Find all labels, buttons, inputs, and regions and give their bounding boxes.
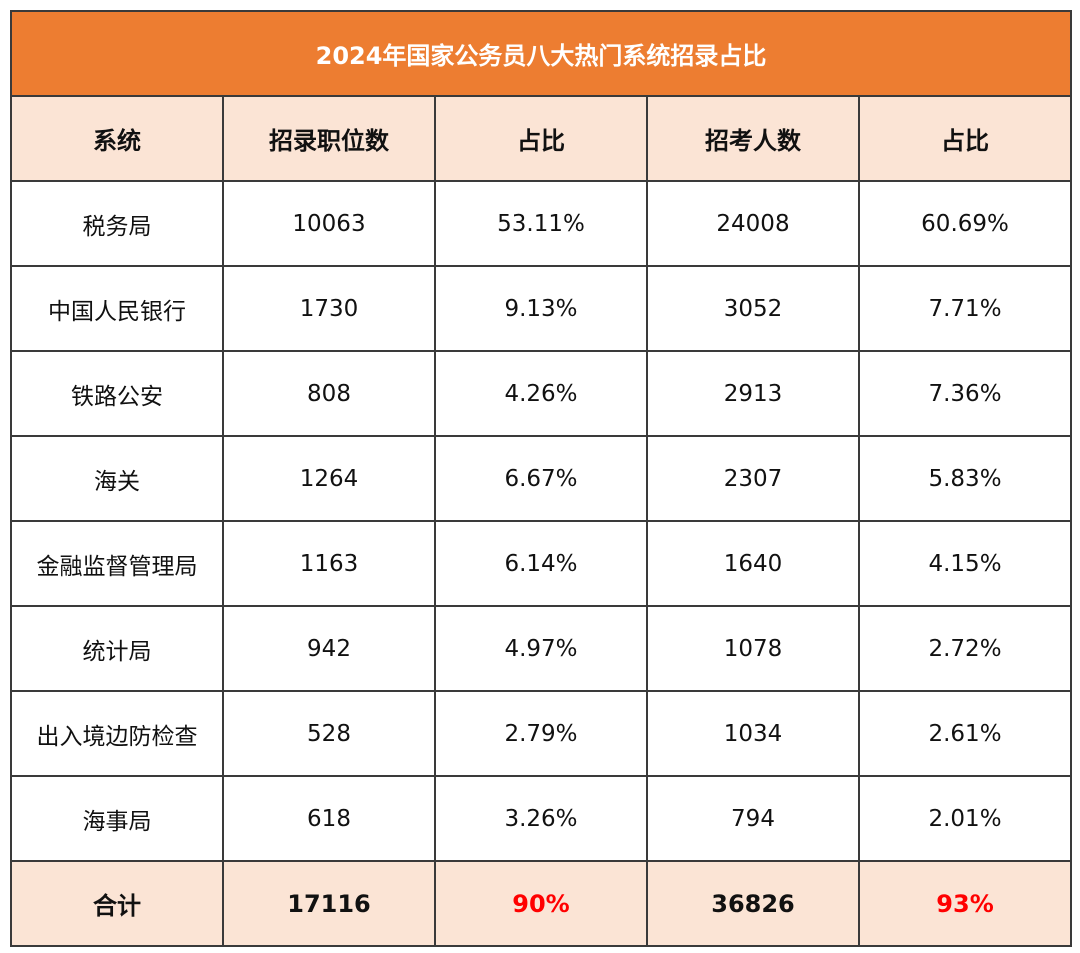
cell-system: 海关 <box>10 435 224 522</box>
cell-applicants: 2913 <box>646 350 860 437</box>
cell-applicants-pct: 60.69% <box>857 180 1073 267</box>
cell-positions: 1163 <box>222 520 436 607</box>
cell-positions: 942 <box>222 605 436 692</box>
cell-applicants-pct: 4.15% <box>857 520 1073 607</box>
cell-positions: 808 <box>222 350 436 437</box>
cell-applicants: 794 <box>646 775 860 862</box>
cell-positions-pct: 53.11% <box>434 180 648 267</box>
cell-positions-pct: 3.26% <box>434 775 648 862</box>
table-row: 金融监督管理局 1163 6.14% 1640 4.15% <box>10 520 1073 607</box>
cell-applicants: 2307 <box>646 435 860 522</box>
total-applicants: 36826 <box>646 860 860 947</box>
cell-positions: 618 <box>222 775 436 862</box>
table-row: 税务局 10063 53.11% 24008 60.69% <box>10 180 1073 267</box>
cell-positions: 10063 <box>222 180 436 267</box>
header-applicants: 招考人数 <box>646 95 860 182</box>
cell-system: 铁路公安 <box>10 350 224 437</box>
cell-positions-pct: 4.26% <box>434 350 648 437</box>
total-positions: 17116 <box>222 860 436 947</box>
cell-applicants-pct: 7.71% <box>857 265 1073 352</box>
cell-system: 统计局 <box>10 605 224 692</box>
cell-system: 税务局 <box>10 180 224 267</box>
cell-applicants: 24008 <box>646 180 860 267</box>
cell-applicants: 1640 <box>646 520 860 607</box>
cell-positions: 1264 <box>222 435 436 522</box>
recruitment-table-container: 2024年国家公务员八大热门系统招录占比 系统 招录职位数 占比 招考人数 占比… <box>9 10 1073 947</box>
cell-applicants-pct: 2.61% <box>857 690 1073 777</box>
total-applicants-pct: 93% <box>857 860 1073 947</box>
header-positions-pct: 占比 <box>434 95 648 182</box>
header-system: 系统 <box>10 95 224 182</box>
cell-applicants: 3052 <box>646 265 860 352</box>
cell-system: 海事局 <box>10 775 224 862</box>
cell-applicants: 1034 <box>646 690 860 777</box>
cell-applicants-pct: 2.72% <box>857 605 1073 692</box>
table-row: 海关 1264 6.67% 2307 5.83% <box>10 435 1073 522</box>
cell-positions-pct: 6.67% <box>434 435 648 522</box>
cell-positions-pct: 4.97% <box>434 605 648 692</box>
cell-positions: 1730 <box>222 265 436 352</box>
total-row: 合计 17116 90% 36826 93% <box>10 860 1073 947</box>
cell-positions-pct: 9.13% <box>434 265 648 352</box>
cell-applicants-pct: 7.36% <box>857 350 1073 437</box>
total-positions-pct: 90% <box>434 860 648 947</box>
table-row: 出入境边防检查 528 2.79% 1034 2.61% <box>10 690 1073 777</box>
cell-system: 中国人民银行 <box>10 265 224 352</box>
recruitment-share-table: 2024年国家公务员八大热门系统招录占比 系统 招录职位数 占比 招考人数 占比… <box>9 10 1073 947</box>
table-row: 海事局 618 3.26% 794 2.01% <box>10 775 1073 862</box>
cell-system: 金融监督管理局 <box>10 520 224 607</box>
table-row: 铁路公安 808 4.26% 2913 7.36% <box>10 350 1073 437</box>
header-applicants-pct: 占比 <box>857 95 1073 182</box>
table-row: 中国人民银行 1730 9.13% 3052 7.71% <box>10 265 1073 352</box>
header-row: 系统 招录职位数 占比 招考人数 占比 <box>10 95 1073 182</box>
cell-system: 出入境边防检查 <box>10 690 224 777</box>
cell-applicants-pct: 5.83% <box>857 435 1073 522</box>
cell-positions-pct: 2.79% <box>434 690 648 777</box>
cell-positions: 528 <box>222 690 436 777</box>
cell-positions-pct: 6.14% <box>434 520 648 607</box>
total-label: 合计 <box>10 860 224 947</box>
table-row: 统计局 942 4.97% 1078 2.72% <box>10 605 1073 692</box>
header-positions: 招录职位数 <box>222 95 436 182</box>
cell-applicants: 1078 <box>646 605 860 692</box>
table-title: 2024年国家公务员八大热门系统招录占比 <box>9 10 1073 97</box>
cell-applicants-pct: 2.01% <box>857 775 1073 862</box>
title-row: 2024年国家公务员八大热门系统招录占比 <box>9 10 1073 97</box>
